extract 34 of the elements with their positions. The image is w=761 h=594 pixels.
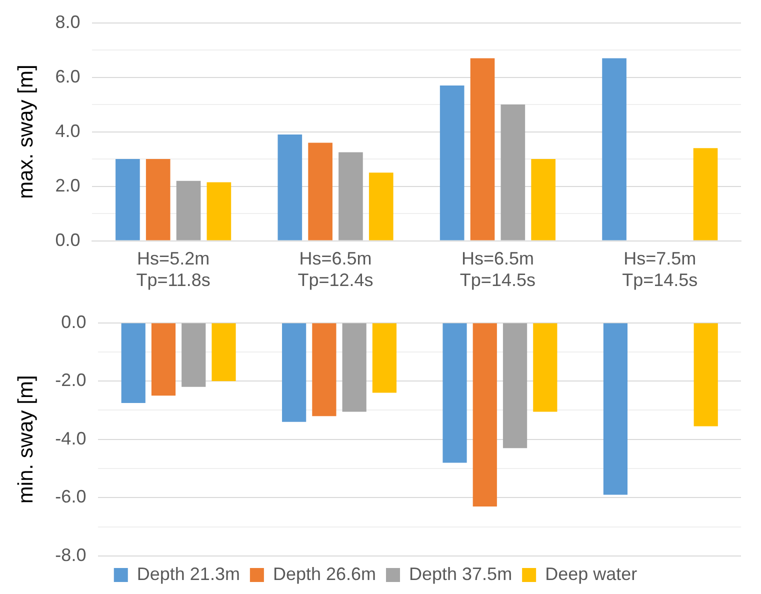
bar (206, 182, 232, 240)
y-tick-label: 6.0 (55, 66, 80, 86)
bar (531, 159, 556, 240)
bar (440, 85, 464, 240)
legend-label: Depth 37.5m (409, 564, 512, 584)
y-tick-label: 8.0 (55, 12, 80, 32)
legend-label: Depth 21.3m (136, 564, 240, 584)
bar (176, 180, 201, 240)
bar (602, 58, 626, 240)
bar (693, 148, 718, 240)
bar (116, 159, 140, 240)
y-axis-title: max. sway [m] (14, 64, 38, 199)
x-tick-label: Hs=7.5m Tp=14.5s (622, 248, 698, 290)
y-tick-label: -8.0 (55, 544, 86, 565)
y-tick-label: 0.0 (61, 312, 86, 332)
bar (470, 58, 495, 240)
y-tick-label: 0.0 (55, 230, 80, 250)
legend-label: Deep water (545, 564, 638, 584)
bar (278, 134, 302, 240)
y-tick-label: -6.0 (55, 486, 86, 507)
y-axis-title: min. sway [m] (14, 375, 38, 504)
bar (500, 104, 526, 240)
bar (308, 142, 332, 240)
x-tick-label: Hs=6.5m Tp=12.4s (298, 248, 374, 290)
y-tick-label: 2.0 (55, 175, 80, 196)
x-tick-label: Hs=5.2m Tp=11.8s (136, 248, 210, 290)
bar (368, 172, 394, 240)
y-tick-label: 4.0 (55, 120, 80, 141)
bar (338, 152, 363, 240)
bar (146, 159, 170, 240)
y-tick-label: -4.0 (55, 428, 86, 448)
x-tick-label: Hs=6.5m Tp=14.5s (460, 248, 536, 290)
y-tick-label: -2.0 (55, 370, 86, 390)
legend-label: Depth 26.6m (272, 564, 376, 584)
